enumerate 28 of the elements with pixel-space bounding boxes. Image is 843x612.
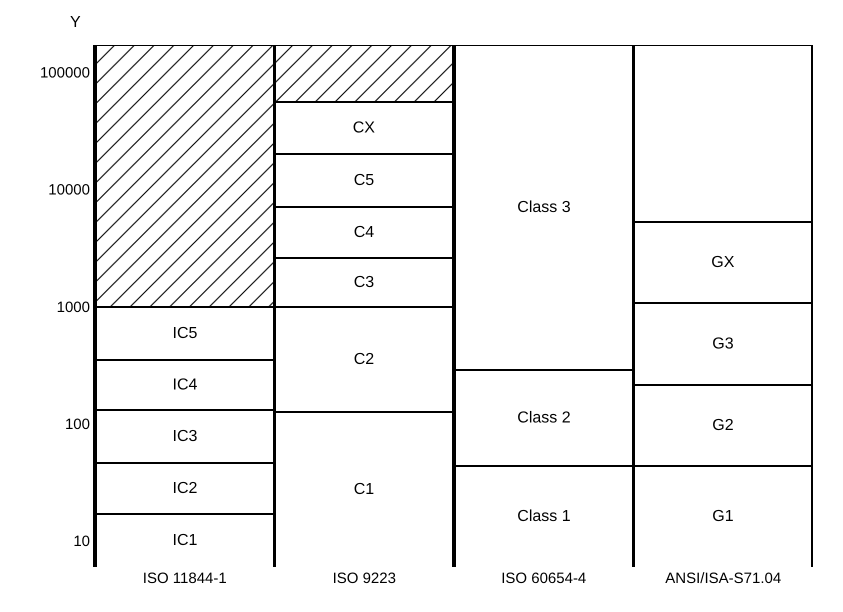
data-label: IC2	[172, 480, 198, 497]
data-label: IC5	[172, 325, 198, 342]
x-tick-label: ISO 60654-4	[501, 570, 586, 587]
data-label: Class 2	[517, 410, 571, 426]
data-label: Class 1	[517, 508, 571, 525]
y-tick-label: 10000	[48, 182, 90, 199]
y-tick-label: 100000	[40, 64, 90, 82]
data-label: IC4	[172, 376, 198, 394]
y-tick-label: 10	[73, 533, 90, 550]
data-label: G2	[712, 417, 734, 434]
data-label: CX	[352, 120, 376, 136]
x-tick-label: ISO 9223	[332, 570, 396, 587]
data-label: GX	[711, 254, 735, 271]
data-label: C5	[354, 172, 374, 189]
data-label: C1	[354, 481, 374, 498]
x-tick-label: ISO 11844-1	[142, 570, 227, 587]
y-tick-label: 1000	[56, 298, 90, 316]
data-label: IC1	[172, 532, 198, 549]
y-tick-label: 100	[64, 416, 90, 433]
data-label: Class 3	[517, 199, 571, 216]
data-label: IC3	[172, 428, 198, 445]
y-axis-title: Y	[70, 14, 81, 31]
data-label: G1	[712, 508, 734, 525]
data-label: C2	[354, 351, 374, 368]
data-label: C4	[354, 224, 374, 241]
data-label: C3	[354, 274, 374, 291]
data-label: G3	[712, 336, 734, 352]
x-tick-label: ANSI/ISA-S71.04	[665, 570, 782, 587]
